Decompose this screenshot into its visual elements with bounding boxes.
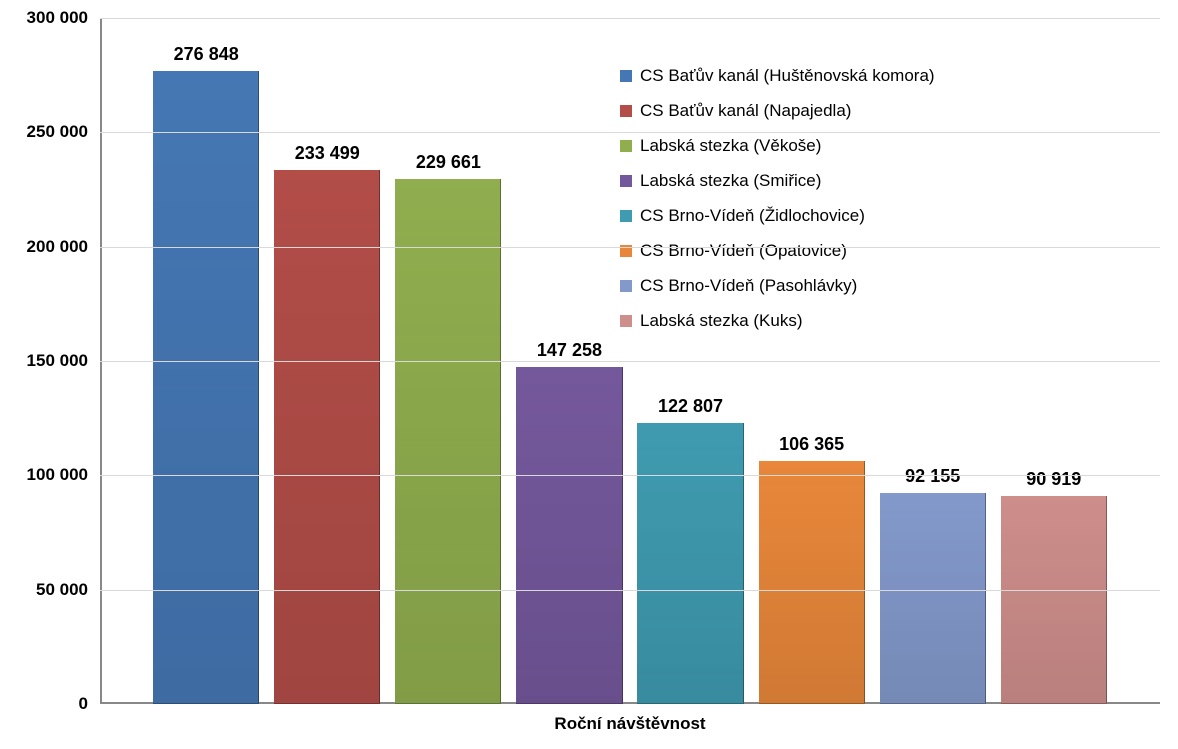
legend-label: Labská stezka (Věkoše)	[640, 136, 821, 156]
legend-label: Labská stezka (Kuks)	[640, 311, 803, 331]
gridline	[100, 361, 1160, 362]
x-axis-label: Roční návštěvnost	[554, 714, 705, 734]
bar-value-label: 92 155	[905, 466, 960, 487]
gridline	[100, 590, 1160, 591]
bar	[759, 461, 865, 704]
legend-item: Labská stezka (Smiřice)	[620, 171, 935, 191]
legend-swatch	[620, 280, 632, 292]
bar-value-label: 106 365	[779, 434, 844, 455]
bar-value-label: 233 499	[295, 143, 360, 164]
gridline	[100, 247, 1160, 248]
bar	[274, 170, 380, 704]
y-tick-label: 100 000	[0, 465, 88, 485]
y-tick-label: 150 000	[0, 351, 88, 371]
gridline	[100, 132, 1160, 133]
y-tick-label: 250 000	[0, 122, 88, 142]
legend-item: CS Baťův kanál (Huštěnovská komora)	[620, 66, 935, 86]
legend-item: Labská stezka (Kuks)	[620, 311, 935, 331]
legend-item: CS Baťův kanál (Napajedla)	[620, 101, 935, 121]
legend-swatch	[620, 175, 632, 187]
bar-value-label: 276 848	[174, 44, 239, 65]
gridline	[100, 18, 1160, 19]
bar	[880, 493, 986, 704]
legend-item: CS Brno-Vídeň (Pasohlávky)	[620, 276, 935, 296]
chart-container: 0 50 000 100 000 150 000 200 000 250 000 300 0…	[0, 0, 1178, 749]
legend-swatch	[620, 70, 632, 82]
bar-value-label: 90 919	[1026, 469, 1081, 490]
legend-swatch	[620, 315, 632, 327]
bar	[516, 367, 622, 704]
y-tick-label: 50 000	[0, 580, 88, 600]
gridline	[100, 475, 1160, 476]
legend-item: CS Brno-Vídeň (Židlochovice)	[620, 206, 935, 226]
legend-label: CS Brno-Vídeň (Pasohlávky)	[640, 276, 857, 296]
legend-label: Labská stezka (Smiřice)	[640, 171, 821, 191]
y-tick-label: 300 000	[0, 8, 88, 28]
legend-label: CS Brno-Vídeň (Židlochovice)	[640, 206, 865, 226]
bar-value-label: 229 661	[416, 152, 481, 173]
legend: CS Baťův kanál (Huštěnovská komora) CS Ba…	[620, 66, 935, 331]
bar-value-label: 122 807	[658, 396, 723, 417]
bar	[637, 423, 743, 704]
legend-label: CS Baťův kanál (Napajedla)	[640, 101, 851, 121]
legend-swatch	[620, 105, 632, 117]
bar	[153, 71, 259, 704]
legend-label: CS Baťův kanál (Huštěnovská komora)	[640, 66, 935, 86]
legend-swatch	[620, 210, 632, 222]
y-tick-label: 0	[0, 694, 88, 714]
y-tick-label: 200 000	[0, 237, 88, 257]
legend-item: Labská stezka (Věkoše)	[620, 136, 935, 156]
bar	[1001, 496, 1107, 704]
legend-label: CS Brno-Vídeň (Opatovice)	[640, 241, 847, 261]
legend-item: CS Brno-Vídeň (Opatovice)	[620, 241, 935, 261]
legend-swatch	[620, 140, 632, 152]
bar	[395, 179, 501, 704]
bar-value-label: 147 258	[537, 340, 602, 361]
